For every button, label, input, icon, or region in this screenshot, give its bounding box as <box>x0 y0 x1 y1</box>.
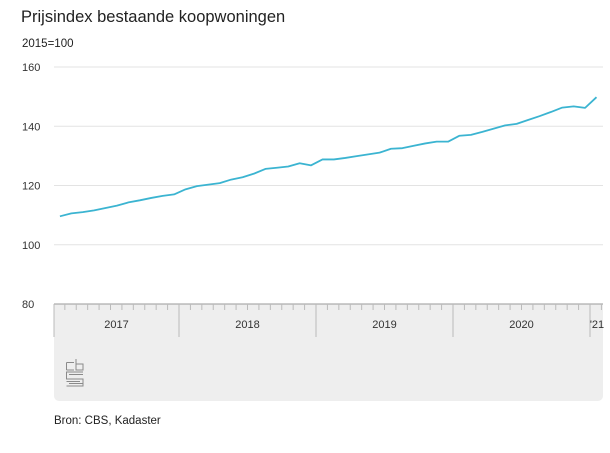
data-point[interactable] <box>103 205 109 211</box>
data-point[interactable] <box>137 197 143 203</box>
data-point[interactable] <box>594 94 600 100</box>
data-point[interactable] <box>548 109 554 115</box>
y-tick-label: 80 <box>22 299 34 311</box>
x-tick-label: 2017 <box>104 319 128 331</box>
x-tick-label: 2020 <box>509 319 533 331</box>
data-point[interactable] <box>148 195 154 201</box>
data-point[interactable] <box>251 171 257 177</box>
data-point[interactable] <box>308 162 314 168</box>
price-index-line[interactable] <box>59 96 598 218</box>
data-point[interactable] <box>91 207 97 213</box>
y-axis-unit-label: 2015=100 <box>22 38 74 50</box>
data-point[interactable] <box>479 129 485 135</box>
data-point[interactable] <box>68 210 74 216</box>
data-point[interactable] <box>354 153 360 159</box>
y-tick-label: 120 <box>22 181 40 193</box>
data-point[interactable] <box>399 145 405 151</box>
data-point[interactable] <box>491 126 497 132</box>
data-point[interactable] <box>514 121 520 127</box>
data-point[interactable] <box>240 174 246 180</box>
data-point[interactable] <box>377 150 383 156</box>
y-tick-label: 100 <box>22 240 40 252</box>
data-point[interactable] <box>331 156 337 162</box>
data-point[interactable] <box>125 199 131 205</box>
data-point[interactable] <box>388 146 394 152</box>
navigator-panel[interactable] <box>54 304 603 401</box>
data-point[interactable] <box>171 191 177 197</box>
data-point[interactable] <box>536 113 542 119</box>
data-point[interactable] <box>582 105 588 111</box>
data-point[interactable] <box>217 180 223 186</box>
data-point[interactable] <box>457 133 463 139</box>
cbs-logo <box>66 359 84 387</box>
data-point[interactable] <box>80 209 86 215</box>
data-point[interactable] <box>285 164 291 170</box>
data-point[interactable] <box>559 105 565 111</box>
data-point[interactable] <box>434 139 440 145</box>
data-point[interactable] <box>183 186 189 192</box>
source-note: Bron: CBS, Kadaster <box>54 415 161 427</box>
data-point[interactable] <box>160 193 166 199</box>
data-point[interactable] <box>228 177 234 183</box>
x-tick-label: 2019 <box>372 319 396 331</box>
x-tick-label: 2018 <box>235 319 259 331</box>
data-point[interactable] <box>525 117 531 123</box>
data-point[interactable] <box>365 151 371 157</box>
data-point[interactable] <box>571 103 577 109</box>
data-point[interactable] <box>502 122 508 128</box>
data-point[interactable] <box>320 156 326 162</box>
data-point[interactable] <box>262 166 268 172</box>
data-point[interactable] <box>342 155 348 161</box>
data-point[interactable] <box>194 183 200 189</box>
data-point[interactable] <box>422 140 428 146</box>
data-point[interactable] <box>468 132 474 138</box>
y-tick-label: 140 <box>22 121 40 133</box>
data-point[interactable] <box>205 182 211 188</box>
x-tick-label: '21 <box>590 319 604 331</box>
data-point[interactable] <box>114 203 120 209</box>
data-point[interactable] <box>57 213 63 219</box>
data-point[interactable] <box>411 143 417 149</box>
data-point[interactable] <box>274 165 280 171</box>
data-point[interactable] <box>445 139 451 145</box>
chart-title: Prijsindex bestaande koopwoningen <box>21 8 286 26</box>
y-tick-label: 160 <box>22 62 40 74</box>
data-point[interactable] <box>297 160 303 166</box>
